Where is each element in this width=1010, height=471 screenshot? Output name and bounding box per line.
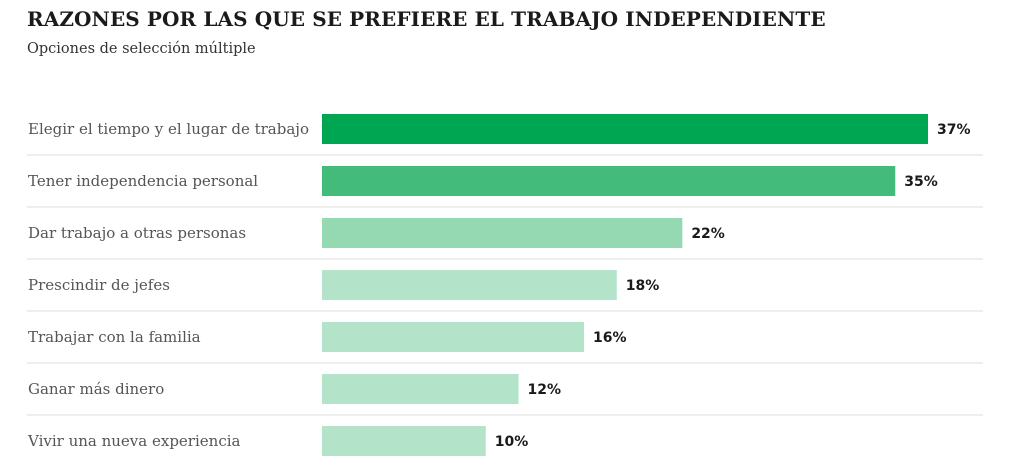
bar <box>322 114 928 144</box>
bar <box>322 270 617 300</box>
bar <box>322 218 683 248</box>
value-label: 10% <box>495 434 529 450</box>
category-label: Tener independencia personal <box>28 172 258 190</box>
category-label: Elegir el tiempo y el lugar de trabajo <box>28 120 309 138</box>
bar <box>322 426 486 456</box>
bar <box>322 374 519 404</box>
chart-title: RAZONES POR LAS QUE SE PREFIERE EL TRABA… <box>27 7 826 31</box>
category-label: Vivir una nueva experiencia <box>27 432 241 450</box>
value-label: 37% <box>937 122 971 138</box>
value-label: 22% <box>691 226 725 242</box>
value-label: 16% <box>593 330 627 346</box>
category-label: Trabajar con la familia <box>28 328 201 346</box>
value-label: 12% <box>528 382 562 398</box>
category-label: Prescindir de jefes <box>28 276 170 294</box>
value-label: 18% <box>626 278 660 294</box>
value-label: 35% <box>904 174 938 190</box>
bar <box>322 166 896 196</box>
category-label: Ganar más dinero <box>28 380 164 398</box>
chart-subtitle: Opciones de selección múltiple <box>27 41 256 57</box>
category-label: Dar trabajo a otras personas <box>28 224 246 242</box>
bar <box>322 322 585 352</box>
